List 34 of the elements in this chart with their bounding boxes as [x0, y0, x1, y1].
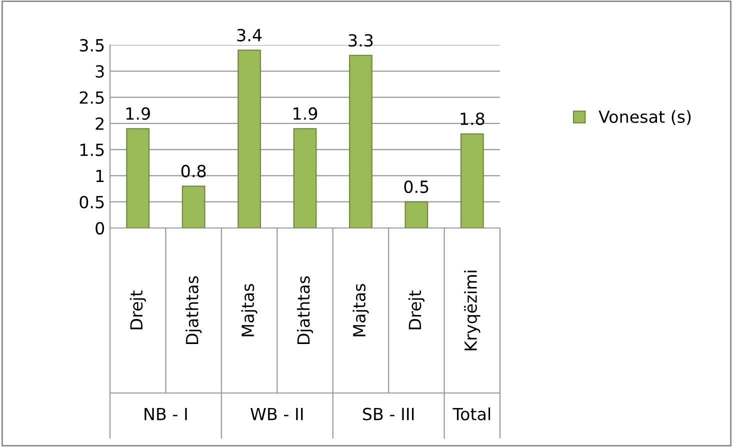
y-tick-label: 0	[96, 222, 104, 235]
y-tick-label: 1.5	[80, 144, 104, 156]
x-tick-label: Djathtas	[186, 276, 202, 344]
bar	[293, 128, 317, 228]
x-tick-label: Majtas	[241, 284, 258, 336]
data-label: 1.9	[294, 107, 318, 120]
text: Total	[452, 407, 490, 420]
bar	[126, 128, 150, 228]
x-tick-label: Majtas	[352, 284, 369, 336]
y-tick-label: 2	[96, 117, 104, 130]
data-label: 1.9	[126, 107, 150, 120]
x-tick-label: Djathtas	[296, 276, 314, 344]
x-tick-label: Kryqëzimi	[464, 270, 480, 350]
data-label: 0.5	[404, 180, 428, 194]
text: WB - II	[250, 408, 303, 420]
legend-label: Vonesat (s)	[598, 110, 691, 125]
y-tick-label: 1	[96, 170, 104, 182]
text: NB - I	[144, 408, 187, 420]
bar	[238, 50, 261, 228]
data-label: 1.8	[460, 112, 484, 126]
data-label: 3.4	[237, 28, 262, 42]
bar	[182, 186, 206, 228]
bar	[349, 54, 372, 228]
data-label: 0.8	[181, 164, 206, 178]
y-tick-label: 0.5	[80, 196, 104, 208]
x-tick-label: Drejt	[408, 290, 424, 330]
y-tick-label: 3	[96, 65, 104, 78]
y-tick-label: 3.5	[80, 38, 104, 52]
data-label: 3.3	[348, 34, 373, 47]
bar	[404, 201, 428, 228]
text: SB - III	[362, 408, 414, 420]
x-tick-label: Drejt	[130, 290, 146, 330]
bar	[460, 133, 484, 228]
y-tick-label: 2.5	[80, 91, 104, 104]
